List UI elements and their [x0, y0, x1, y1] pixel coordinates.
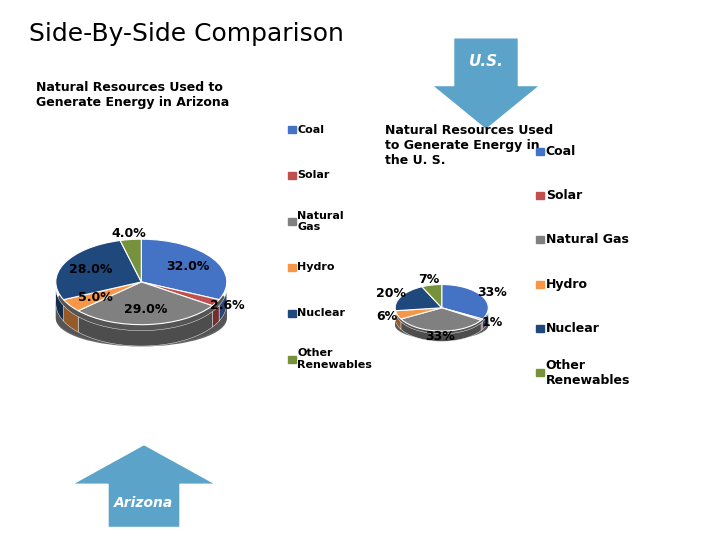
Wedge shape — [141, 239, 227, 300]
Text: 2.6%: 2.6% — [210, 299, 245, 312]
Text: Natural Gas: Natural Gas — [546, 233, 629, 246]
Text: U.S.: U.S. — [469, 54, 503, 69]
Polygon shape — [72, 444, 216, 528]
Polygon shape — [56, 288, 63, 321]
Polygon shape — [482, 310, 488, 329]
Ellipse shape — [395, 305, 488, 333]
Ellipse shape — [56, 281, 227, 336]
Polygon shape — [481, 322, 482, 330]
Text: Solar: Solar — [546, 189, 582, 202]
Text: 29.0%: 29.0% — [124, 303, 167, 316]
Wedge shape — [63, 282, 141, 310]
Text: 4.0%: 4.0% — [112, 227, 146, 240]
Ellipse shape — [56, 282, 227, 338]
Ellipse shape — [56, 289, 227, 345]
Text: Hydro: Hydro — [546, 278, 588, 291]
Text: 20%: 20% — [376, 287, 405, 300]
Ellipse shape — [395, 307, 488, 334]
Wedge shape — [141, 282, 219, 306]
Wedge shape — [442, 285, 488, 319]
Wedge shape — [395, 287, 442, 310]
Ellipse shape — [395, 310, 488, 338]
Text: Other
Renewables: Other Renewables — [546, 359, 630, 387]
Ellipse shape — [56, 278, 227, 334]
Wedge shape — [401, 308, 481, 331]
Text: 32.0%: 32.0% — [166, 260, 210, 273]
Text: 7%: 7% — [418, 273, 440, 286]
Wedge shape — [422, 285, 442, 308]
Ellipse shape — [395, 307, 488, 335]
Text: 28.0%: 28.0% — [70, 264, 113, 276]
Text: 5.0%: 5.0% — [78, 291, 112, 303]
Wedge shape — [56, 240, 141, 300]
Ellipse shape — [395, 309, 488, 337]
Ellipse shape — [395, 308, 488, 336]
Ellipse shape — [395, 310, 488, 339]
Polygon shape — [401, 322, 481, 341]
Polygon shape — [212, 306, 219, 327]
Text: Solar: Solar — [297, 171, 330, 180]
Ellipse shape — [56, 291, 227, 347]
Wedge shape — [78, 282, 212, 325]
Text: Natural Resources Used
to Generate Energy in
the U. S.: Natural Resources Used to Generate Energ… — [385, 124, 554, 167]
Text: Coal: Coal — [546, 145, 576, 158]
Polygon shape — [432, 38, 540, 130]
Wedge shape — [120, 239, 141, 282]
Polygon shape — [63, 306, 78, 332]
Ellipse shape — [395, 306, 488, 334]
Ellipse shape — [56, 288, 227, 343]
Ellipse shape — [56, 284, 227, 340]
Text: 6%: 6% — [376, 310, 397, 323]
Ellipse shape — [395, 312, 488, 340]
Ellipse shape — [56, 277, 227, 333]
Text: Arizona: Arizona — [114, 496, 174, 510]
Polygon shape — [395, 314, 401, 329]
Wedge shape — [442, 308, 482, 320]
Ellipse shape — [56, 280, 227, 335]
Polygon shape — [219, 288, 227, 321]
Ellipse shape — [56, 275, 227, 331]
Text: Nuclear: Nuclear — [546, 322, 600, 335]
Ellipse shape — [56, 287, 227, 342]
Ellipse shape — [56, 285, 227, 341]
Text: Nuclear: Nuclear — [297, 308, 346, 318]
Text: Natural
Gas: Natural Gas — [297, 211, 344, 232]
Polygon shape — [78, 312, 212, 346]
Text: 33%: 33% — [425, 330, 455, 343]
Text: Other
Renewables: Other Renewables — [297, 348, 372, 370]
Text: 33%: 33% — [477, 287, 507, 300]
Text: Side-By-Side Comparison: Side-By-Side Comparison — [29, 22, 343, 45]
Wedge shape — [395, 308, 442, 319]
Ellipse shape — [395, 304, 488, 332]
Text: Natural Resources Used to
Generate Energy in Arizona: Natural Resources Used to Generate Energ… — [36, 81, 229, 109]
Text: 1%: 1% — [481, 316, 503, 329]
Text: Hydro: Hydro — [297, 262, 335, 272]
Text: Coal: Coal — [297, 125, 324, 134]
